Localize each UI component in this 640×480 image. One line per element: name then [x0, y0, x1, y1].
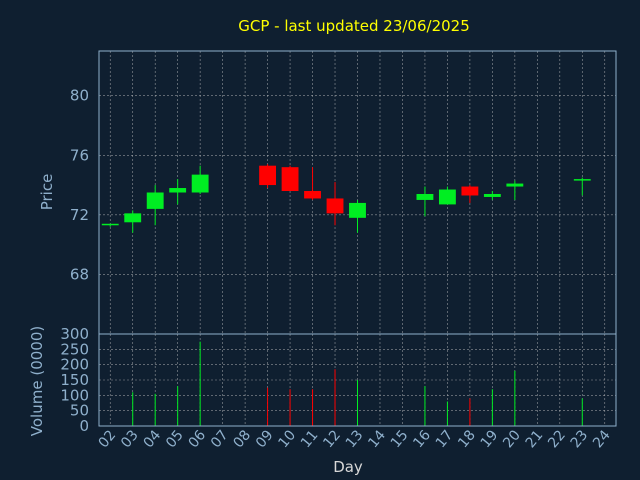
- volume-tick-label: 200: [60, 356, 89, 374]
- candle-body: [416, 193, 434, 200]
- price-tick-label: 76: [70, 146, 89, 164]
- candle-body: [146, 192, 164, 209]
- candle-body: [349, 202, 366, 218]
- price-axis-ticks: 68 72 76 80: [70, 87, 89, 284]
- price-candles: [101, 164, 591, 233]
- volume-bars: [132, 341, 583, 426]
- candle-body: [573, 179, 591, 181]
- volume-tick-label: 100: [60, 386, 89, 404]
- candle-body: [483, 193, 501, 197]
- volume-tick-label: 250: [60, 340, 89, 358]
- candle-body: [281, 167, 299, 192]
- candle-body: [191, 174, 209, 193]
- candle-body: [461, 186, 479, 196]
- candle-body: [506, 183, 524, 187]
- candle-body: [101, 223, 119, 226]
- candle-body: [438, 189, 456, 205]
- price-tick-label: 68: [70, 265, 89, 283]
- price-tick-label: 80: [70, 87, 89, 105]
- x-axis-label: Day: [333, 458, 363, 476]
- volume-tick-label: 150: [60, 371, 89, 389]
- volume-axis-label: Volume (0000): [28, 326, 46, 436]
- volume-plot-frame: [98, 333, 617, 427]
- volume-tick-label: 50: [70, 402, 89, 420]
- price-axis-label: Price: [38, 174, 56, 211]
- volume-tick-label: 0: [79, 417, 89, 435]
- candle-body: [259, 165, 277, 186]
- candle-body: [304, 191, 321, 199]
- volume-tick-label: 300: [60, 325, 89, 343]
- chart-title: GCP - last updated 23/06/2025: [238, 17, 470, 35]
- x-axis-ticks: 0203040506070809101112131415161718192021…: [96, 427, 614, 451]
- price-tick-label: 72: [70, 206, 89, 224]
- candle-body: [124, 213, 142, 223]
- candle-body: [169, 188, 187, 193]
- price-panel: 68 72 76 80 Price: [38, 50, 617, 335]
- candle-body: [326, 198, 344, 214]
